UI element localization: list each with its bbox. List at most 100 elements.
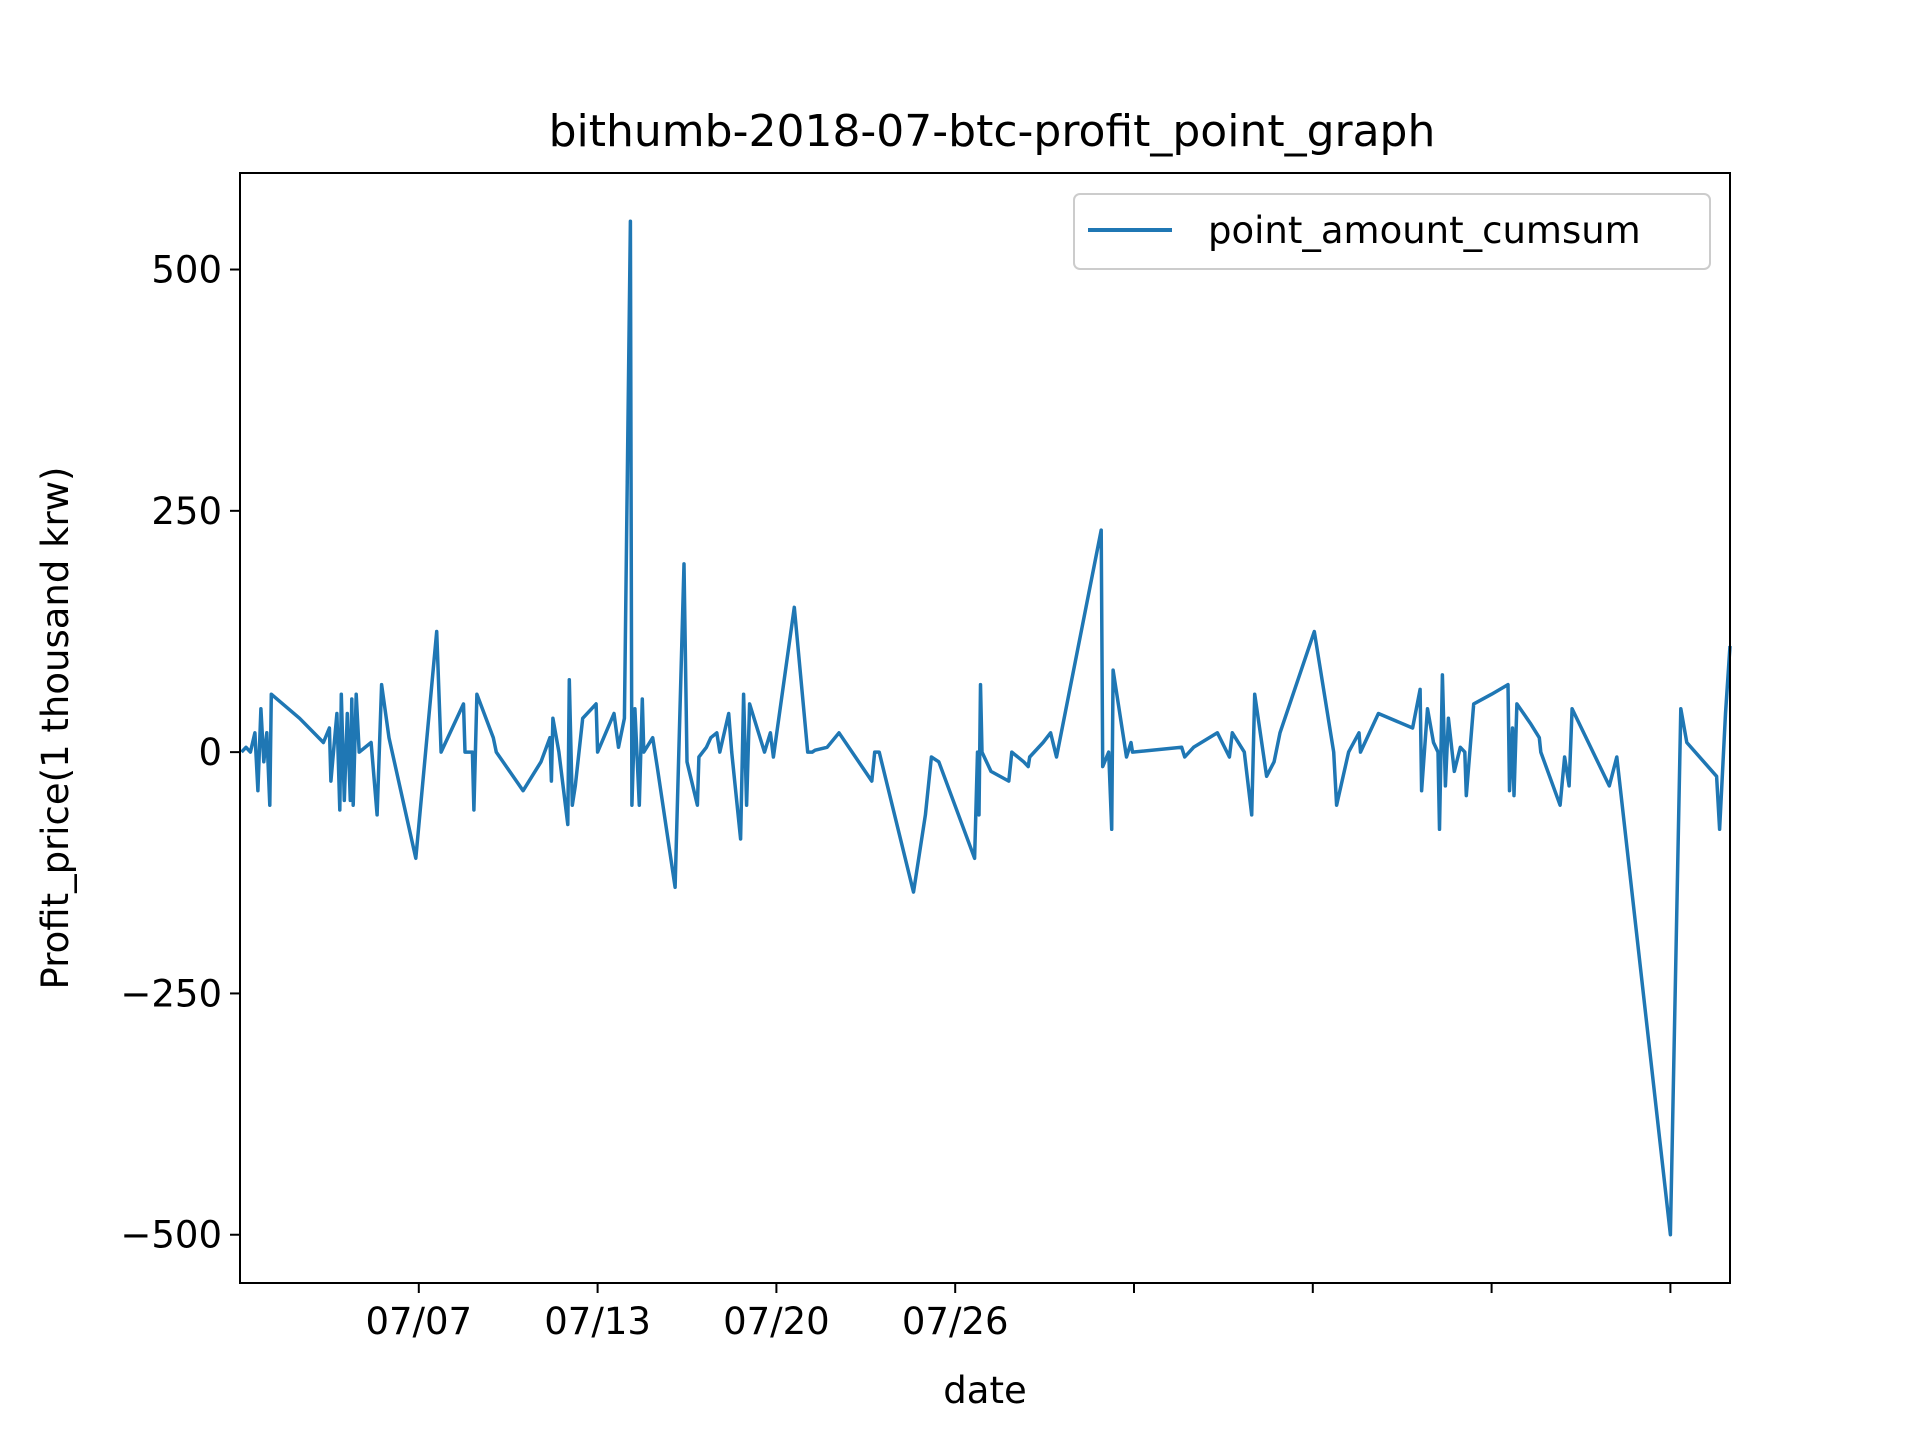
data-point bbox=[1278, 731, 1282, 735]
data-point bbox=[570, 803, 574, 807]
data-point bbox=[873, 750, 877, 754]
data-point bbox=[414, 856, 418, 860]
x-tick-label: 07/13 bbox=[544, 1300, 651, 1343]
data-point bbox=[244, 745, 248, 749]
data-point bbox=[1432, 741, 1436, 745]
data-point bbox=[298, 716, 302, 720]
data-point bbox=[1411, 726, 1415, 730]
y-tick-label: 500 bbox=[151, 249, 222, 292]
data-point bbox=[339, 692, 343, 696]
data-point bbox=[633, 707, 637, 711]
data-point bbox=[617, 745, 621, 749]
data-point bbox=[357, 750, 361, 754]
data-point bbox=[976, 750, 980, 754]
data-point bbox=[923, 813, 927, 817]
data-point bbox=[1272, 760, 1276, 764]
data-point bbox=[813, 748, 817, 752]
data-point bbox=[630, 803, 634, 807]
data-point bbox=[1463, 750, 1467, 754]
data-point bbox=[329, 779, 333, 783]
data-point bbox=[1227, 755, 1231, 759]
y-tick-label: 0 bbox=[198, 731, 222, 774]
data-point bbox=[1558, 803, 1562, 807]
data-point bbox=[573, 784, 577, 788]
data-point bbox=[745, 803, 749, 807]
data-point bbox=[1265, 774, 1269, 778]
data-point bbox=[1715, 774, 1719, 778]
data-point bbox=[1724, 712, 1728, 716]
y-tick-label: −500 bbox=[120, 1214, 222, 1257]
data-point bbox=[491, 736, 495, 740]
data-point bbox=[567, 678, 571, 682]
data-point bbox=[1685, 741, 1689, 745]
data-point bbox=[1347, 750, 1351, 754]
data-point bbox=[581, 716, 585, 720]
data-point bbox=[1215, 731, 1219, 735]
data-point bbox=[1668, 1233, 1672, 1237]
data-point bbox=[768, 731, 772, 735]
data-point bbox=[470, 750, 474, 754]
data-point bbox=[877, 750, 881, 754]
data-point bbox=[709, 736, 713, 740]
data-point bbox=[1312, 630, 1316, 634]
data-point bbox=[763, 750, 767, 754]
data-point bbox=[1357, 731, 1361, 735]
data-point bbox=[1440, 673, 1444, 677]
x-tick-label: 07/20 bbox=[723, 1300, 830, 1343]
data-point bbox=[439, 750, 443, 754]
data-point bbox=[1230, 731, 1234, 735]
data-point bbox=[1512, 794, 1516, 798]
data-point bbox=[262, 760, 266, 764]
legend-box bbox=[1073, 193, 1711, 270]
data-point bbox=[704, 745, 708, 749]
data-point bbox=[494, 750, 498, 754]
data-point bbox=[1180, 745, 1184, 749]
data-point bbox=[1418, 687, 1422, 691]
data-point bbox=[1110, 827, 1114, 831]
data-point bbox=[256, 789, 260, 793]
data-point bbox=[1028, 755, 1032, 759]
data-point bbox=[612, 712, 616, 716]
data-point bbox=[1539, 750, 1543, 754]
x-axis-ticks: 07/07 07/13 07/20 07/26 bbox=[365, 1283, 1672, 1343]
data-point bbox=[1041, 741, 1045, 745]
data-point bbox=[979, 683, 983, 687]
data-point bbox=[1443, 784, 1447, 788]
data-point bbox=[1007, 779, 1011, 783]
data-point bbox=[1335, 803, 1339, 807]
data-point bbox=[557, 750, 561, 754]
data-point bbox=[977, 813, 981, 817]
data-point bbox=[1537, 736, 1541, 740]
data-point bbox=[1528, 721, 1532, 725]
data-point bbox=[521, 789, 525, 793]
data-point bbox=[338, 808, 342, 812]
data-point bbox=[1376, 712, 1380, 716]
data-point bbox=[697, 755, 701, 759]
data-point bbox=[622, 716, 626, 720]
data-point bbox=[1049, 731, 1053, 735]
data-point bbox=[1250, 813, 1254, 817]
data-point bbox=[1426, 707, 1430, 711]
data-point bbox=[1511, 726, 1515, 730]
data-point bbox=[539, 760, 543, 764]
data-point bbox=[1055, 755, 1059, 759]
data-point bbox=[742, 692, 746, 696]
data-point bbox=[1508, 789, 1512, 793]
series-line-0 bbox=[240, 219, 1732, 1237]
data-point bbox=[825, 745, 829, 749]
data-point bbox=[1563, 755, 1567, 759]
data-point bbox=[929, 755, 933, 759]
data-point bbox=[342, 798, 346, 802]
data-point bbox=[989, 769, 993, 773]
data-point bbox=[345, 712, 349, 716]
data-point bbox=[1718, 827, 1722, 831]
x-tick-label: 07/26 bbox=[902, 1300, 1009, 1343]
data-point bbox=[771, 755, 775, 759]
data-point bbox=[1464, 794, 1468, 798]
data-point bbox=[685, 760, 689, 764]
data-point bbox=[1570, 707, 1574, 711]
data-point bbox=[1490, 692, 1494, 696]
data-point bbox=[387, 736, 391, 740]
data-point bbox=[1567, 784, 1571, 788]
